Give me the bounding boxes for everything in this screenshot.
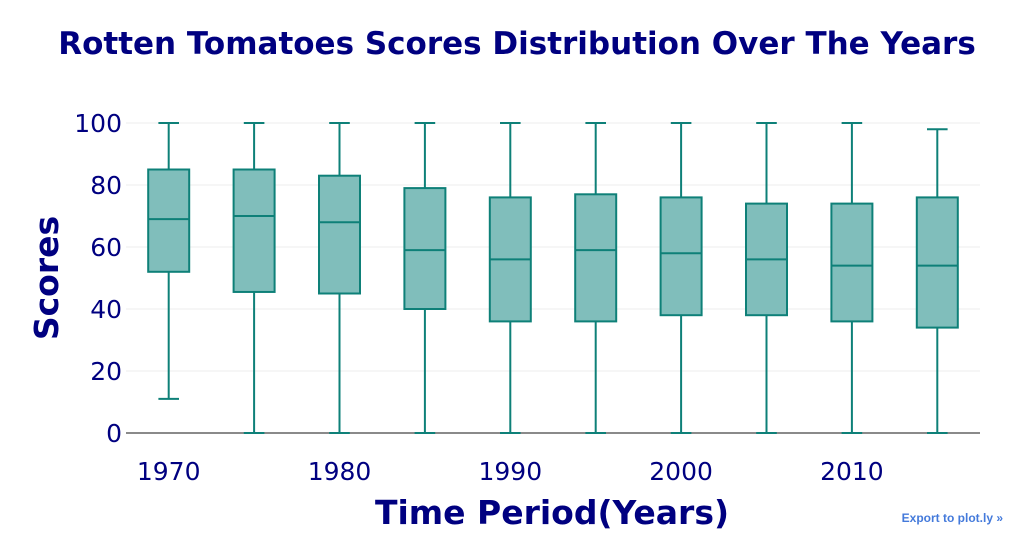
y-tick-label-40: 40 xyxy=(90,295,122,324)
box-2000 xyxy=(659,122,703,434)
export-to-plotly-link[interactable]: Export to plot.ly » xyxy=(901,511,1003,525)
box-1985 xyxy=(403,122,447,434)
chart-title: Rotten Tomatoes Scores Distribution Over… xyxy=(58,26,976,62)
box-1980-iqr xyxy=(318,174,361,295)
box-series xyxy=(147,122,959,434)
y-tick-label-100: 100 xyxy=(74,109,122,138)
y-tick-label-80: 80 xyxy=(90,171,122,200)
box-2000-iqr xyxy=(659,196,703,317)
y-axis-title: Scores xyxy=(27,216,66,340)
box-1970 xyxy=(147,122,191,400)
box-1995-iqr xyxy=(574,193,618,323)
x-tick-label-1980: 1980 xyxy=(308,457,372,486)
box-2005 xyxy=(745,122,788,434)
y-tick-label-20: 20 xyxy=(90,357,122,386)
y-tick-label-60: 60 xyxy=(90,233,122,262)
box-2015 xyxy=(915,128,959,434)
box-1980 xyxy=(318,122,361,434)
x-axis-title: Time Period(Years) xyxy=(375,493,729,532)
box-1990 xyxy=(488,122,532,434)
x-tick-label-2010: 2010 xyxy=(820,457,884,486)
box-1970-iqr xyxy=(147,168,191,273)
box-1975-iqr xyxy=(232,168,276,293)
box-2010 xyxy=(830,122,874,434)
box-1985-iqr xyxy=(403,187,447,311)
x-axis-ticks: 1970 1980 1990 2000 2010 xyxy=(137,457,884,486)
x-tick-label-2000: 2000 xyxy=(649,457,713,486)
box-1995 xyxy=(574,122,618,434)
y-tick-label-0: 0 xyxy=(106,419,122,448)
box-1975 xyxy=(232,122,276,434)
box-2015-iqr xyxy=(915,196,959,329)
y-axis-ticks: 0 20 40 60 80 100 xyxy=(74,109,122,448)
x-tick-label-1990: 1990 xyxy=(478,457,542,486)
box-2010-iqr xyxy=(830,202,874,323)
x-tick-label-1970: 1970 xyxy=(137,457,201,486)
